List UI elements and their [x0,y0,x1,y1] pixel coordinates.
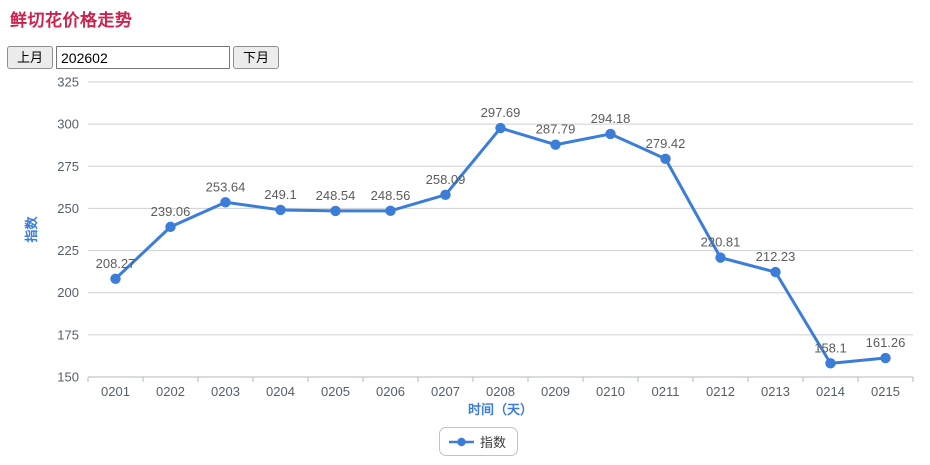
data-point [660,153,671,165]
x-tick-label: 0215 [871,384,900,399]
y-tick-label: 175 [57,327,79,342]
y-tick-label: 275 [57,159,79,174]
prev-month-button[interactable]: 上月 [7,46,54,69]
data-point [825,358,836,369]
x-tick-label: 0209 [541,384,570,399]
y-tick-label: 250 [57,201,79,216]
page-title: 鲜切花价格走势 [10,11,133,30]
data-point [605,128,616,140]
y-axis-title: 指数 [24,216,39,243]
data-point [880,352,891,364]
data-point [770,266,781,278]
data-point-label: 220.81 [701,235,741,250]
data-point-label: 249.1 [264,187,297,202]
data-point [220,197,231,208]
legend-item-index[interactable]: 指数 [439,427,519,456]
y-tick-label: 200 [57,285,79,300]
data-point [385,205,396,217]
x-tick-label: 0214 [816,384,845,399]
x-tick-label: 0207 [431,384,460,399]
data-point [110,273,121,284]
data-point [330,205,341,217]
month-controls: 上月 下月 [7,46,280,69]
y-tick-label: 150 [57,370,79,385]
data-point [440,189,451,200]
x-tick-label: 0213 [761,384,790,399]
data-point-label: 161.26 [866,335,906,350]
data-point-label: 287.79 [536,122,576,137]
data-point [165,221,176,233]
data-point [550,139,561,150]
data-point-label: 294.18 [591,111,631,126]
data-point-label: 253.64 [206,179,246,194]
x-tick-label: 0205 [321,384,350,399]
y-tick-label: 225 [57,243,79,258]
legend-line-marker-icon [449,437,474,446]
data-point-label: 248.54 [316,188,356,203]
x-axis-title: 时间（天） [468,402,533,417]
x-tick-label: 0208 [486,384,515,399]
x-tick-label: 0201 [101,384,130,399]
data-point-label: 239.06 [151,204,191,219]
x-tick-label: 0212 [706,384,735,399]
month-input[interactable] [56,46,231,69]
x-tick-label: 0206 [376,384,405,399]
x-tick-label: 0203 [211,384,240,399]
y-tick-label: 325 [57,75,79,90]
series-line [114,126,887,365]
legend-label: 指数 [480,435,507,450]
x-tick-label: 0210 [596,384,625,399]
data-point [275,204,286,216]
data-point-label: 158.1 [814,340,847,355]
data-point-label: 258.09 [426,172,466,187]
data-point [715,252,726,263]
data-point [495,122,506,134]
data-point-label: 297.69 [481,105,521,120]
data-point-label: 212.23 [756,249,796,264]
next-month-button[interactable]: 下月 [233,46,280,69]
x-tick-label: 0211 [652,384,680,399]
data-point-label: 208.27 [96,256,136,271]
y-tick-label: 300 [57,117,79,132]
x-tick-label: 0202 [156,384,185,399]
data-point-label: 279.42 [646,136,686,151]
data-point-label: 248.56 [371,188,411,203]
x-tick-label: 0204 [266,384,295,399]
